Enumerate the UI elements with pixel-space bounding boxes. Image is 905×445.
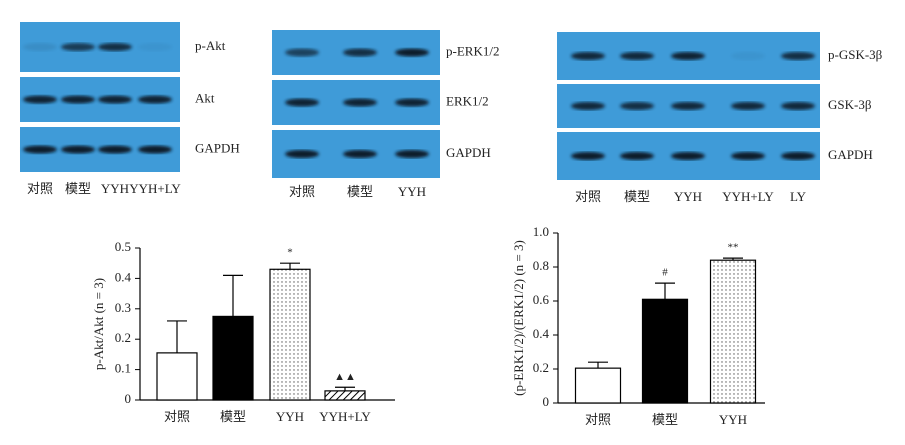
y-tick-label: 0.2 — [115, 330, 131, 345]
blot-band — [343, 150, 377, 158]
blot-band — [23, 95, 57, 104]
blot-band — [571, 152, 605, 160]
y-axis-label: p-Akt/Akt (n = 3) — [91, 278, 106, 370]
blot-row-label: GSK-3β — [828, 97, 872, 112]
blot-band — [731, 102, 765, 110]
bar — [641, 298, 689, 404]
y-tick-label: 0.3 — [115, 300, 131, 315]
y-tick-label: 0.1 — [115, 361, 131, 376]
blot-band — [285, 48, 319, 57]
y-tick-label: 0.4 — [533, 326, 550, 341]
blot-band — [98, 43, 132, 51]
y-tick-label: 1.0 — [533, 224, 549, 239]
significance-marker: * — [287, 247, 293, 259]
error-bar — [655, 282, 675, 300]
blot-band — [731, 52, 765, 60]
bar — [212, 315, 254, 401]
blot-band — [285, 98, 319, 107]
error-bar — [280, 262, 300, 270]
blot-lane-label: YYH+LY — [722, 189, 774, 204]
x-tick-label: 模型 — [652, 412, 678, 427]
blot-row-label: GAPDH — [828, 147, 873, 162]
blot-band — [138, 43, 172, 51]
bar — [324, 390, 366, 401]
blot-band — [671, 152, 705, 160]
blot-band — [23, 43, 57, 51]
blot-lane-label: YYH — [101, 181, 129, 196]
blot-band — [138, 145, 172, 154]
blot-band — [395, 48, 429, 57]
x-tick-label: 对照 — [164, 409, 190, 424]
blot-band — [620, 152, 654, 160]
blot-band — [343, 48, 377, 57]
blot-band — [781, 102, 815, 110]
blot-lane-label: 模型 — [624, 189, 650, 204]
significance-marker: ** — [728, 242, 739, 254]
blot-band — [23, 145, 57, 154]
y-tick-label: 0.4 — [115, 269, 132, 284]
y-tick-label: 0.8 — [533, 258, 549, 273]
x-tick-label: YYH — [276, 409, 304, 424]
blot-band — [571, 102, 605, 110]
blot-lane-label: LY — [790, 189, 807, 204]
bar — [269, 268, 311, 401]
blot-band — [395, 150, 429, 158]
blot-band — [98, 95, 132, 104]
y-tick-label: 0.6 — [533, 292, 550, 307]
error-bar — [167, 320, 187, 353]
y-axis-label: (p-ERK1/2)/(ERK1/2) (n = 3) — [511, 240, 526, 396]
blot-band — [61, 43, 95, 51]
y-tick-label: 0 — [125, 391, 132, 406]
significance-marker: # — [662, 267, 668, 279]
blot-row-label: ERK1/2 — [446, 93, 489, 108]
blot-band — [61, 95, 95, 104]
x-tick-label: YYH+LY — [319, 409, 371, 424]
blot-lane-label: YYH+LY — [129, 181, 181, 196]
blot-lane-label: YYH — [398, 184, 426, 199]
blot-row-label: Akt — [195, 90, 215, 105]
error-bar — [723, 257, 743, 261]
blot-lane-label: 模型 — [65, 181, 91, 196]
error-bar — [335, 386, 355, 391]
blot-row-label: p-GSK-3β — [828, 47, 883, 62]
y-tick-label: 0.5 — [115, 239, 131, 254]
blot-lane-label: 对照 — [289, 184, 315, 199]
blot-lane-label: YYH — [674, 189, 702, 204]
blot-band — [781, 152, 815, 160]
blot-band — [571, 52, 605, 60]
blot-band — [731, 152, 765, 160]
y-tick-label: 0 — [543, 394, 550, 409]
blot-row-label: GAPDH — [446, 145, 491, 160]
blot-lane-label: 模型 — [347, 184, 373, 199]
blot-lane-label: 对照 — [27, 181, 53, 196]
blot-row-label: p-Akt — [195, 38, 226, 53]
error-bar — [223, 274, 243, 317]
bar — [574, 367, 622, 404]
blot-band — [98, 145, 132, 154]
bar — [709, 259, 757, 404]
blot-band — [781, 52, 815, 60]
blot-band — [61, 145, 95, 154]
blot-band — [138, 95, 172, 104]
error-bar — [588, 361, 608, 369]
blot-band — [343, 98, 377, 107]
x-tick-label: YYH — [719, 412, 747, 427]
bar — [156, 352, 198, 401]
blot-band — [671, 52, 705, 60]
significance-marker: ▲▲ — [334, 371, 356, 383]
x-tick-label: 对照 — [585, 412, 611, 427]
blot-band — [285, 150, 319, 158]
blot-row-label: GAPDH — [195, 140, 240, 155]
blot-band — [395, 98, 429, 107]
blot-band — [620, 102, 654, 110]
y-tick-label: 0.2 — [533, 360, 549, 375]
blot-lane-label: 对照 — [575, 189, 601, 204]
blot-band — [620, 52, 654, 60]
blot-row-label: p-ERK1/2 — [446, 43, 499, 58]
x-tick-label: 模型 — [220, 409, 246, 424]
blot-band — [671, 102, 705, 110]
